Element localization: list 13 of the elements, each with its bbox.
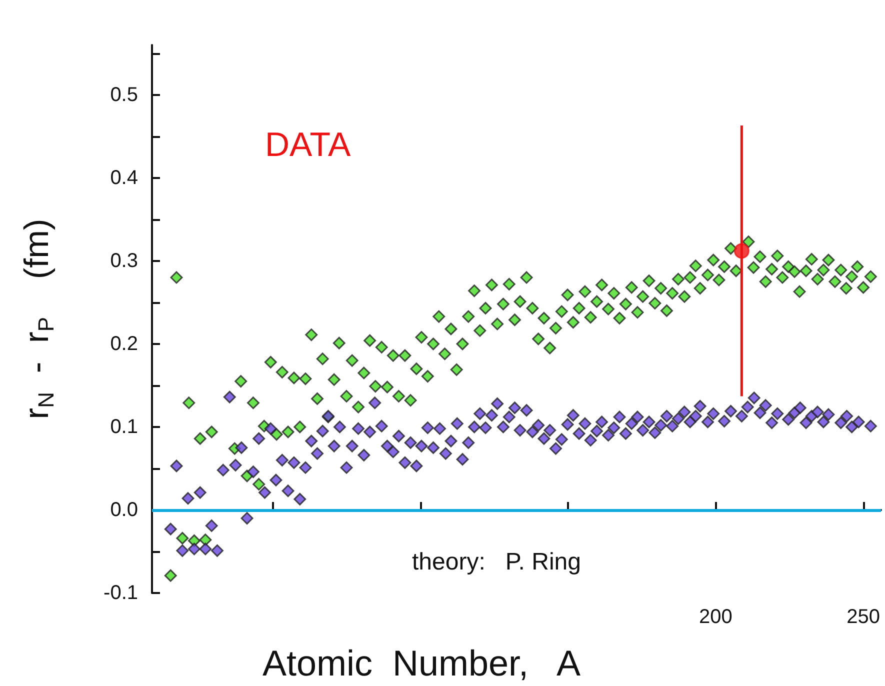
x-tick-label: 250 xyxy=(846,606,880,628)
text: rN - rP (fm) xyxy=(18,218,58,420)
annotation: theory: P. Ring xyxy=(412,548,581,576)
annotation: DATA xyxy=(265,126,351,164)
y-tick-label: 0.1 xyxy=(110,416,138,438)
x-axis-title: Atomic Number, A xyxy=(262,642,581,684)
y-tick-label: 0.4 xyxy=(110,166,138,189)
y-tick-label: -0.1 xyxy=(104,582,138,604)
y-tick-label: 0.2 xyxy=(110,332,138,355)
y-tick-label: 0.0 xyxy=(110,498,138,521)
y-tick-label: 0.3 xyxy=(110,250,138,272)
x-tick-label: 200 xyxy=(699,606,732,628)
y-tick-label: 0.5 xyxy=(110,84,138,106)
